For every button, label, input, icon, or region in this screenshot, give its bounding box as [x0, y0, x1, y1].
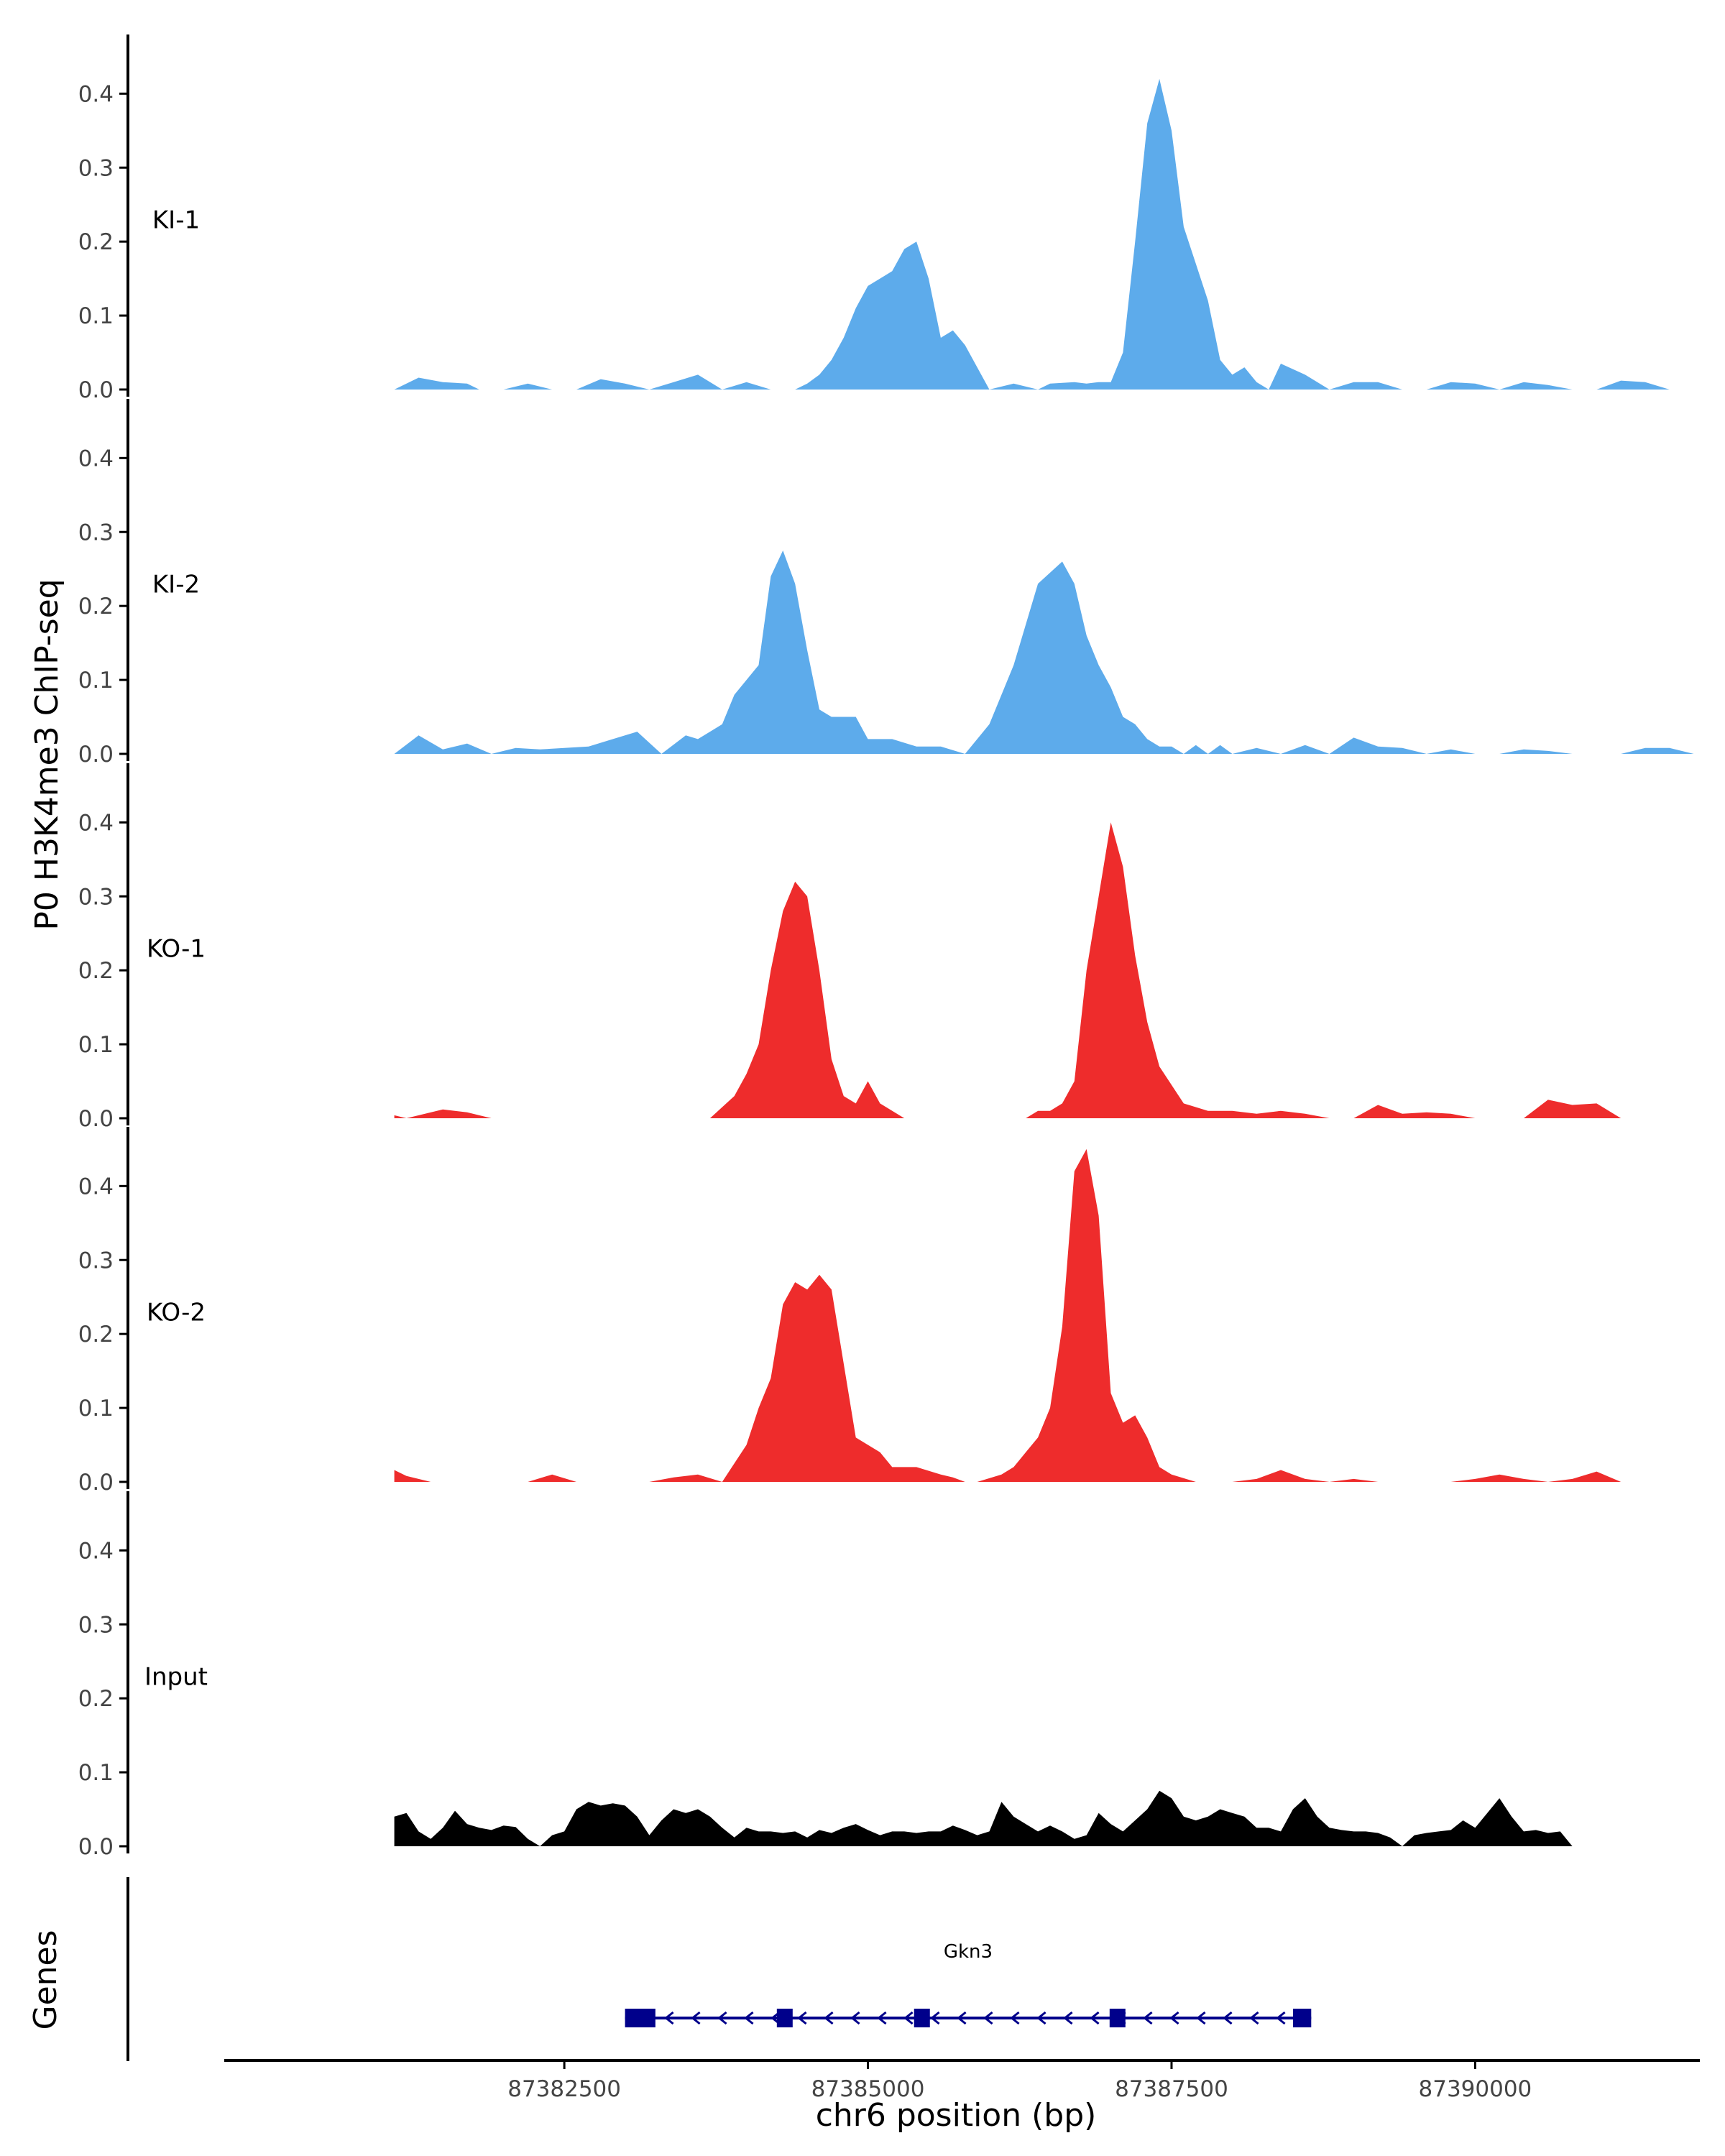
y-tick-label: 0.4	[78, 1174, 114, 1199]
y-tick-label: 0.2	[78, 1686, 114, 1712]
coverage-area-input	[395, 1791, 1694, 1846]
y-tick-label: 0.4	[78, 81, 114, 107]
y-tick-label: 0.2	[78, 229, 114, 255]
track-label-input: Input	[144, 1662, 208, 1691]
track-label-ko-2: KO-2	[147, 1298, 206, 1327]
y-tick-label: 0.2	[78, 594, 114, 619]
y-tick-label: 0.3	[78, 155, 114, 181]
y-tick-label: 0.4	[78, 446, 114, 471]
y-tick-label: 0.1	[78, 303, 114, 329]
gene-track: Gkn3	[128, 1877, 1311, 2061]
track-label-ko-1: KO-1	[147, 934, 206, 963]
y-tick-label: 0.3	[78, 1612, 114, 1638]
y-tick-label: 0.2	[78, 1322, 114, 1348]
gene-name-label: Gkn3	[944, 1941, 993, 1963]
genome-browser-figure: 0.00.10.20.30.4KI-10.00.10.20.30.4KI-20.…	[0, 0, 1725, 2156]
y-tick-label: 0.1	[78, 1760, 114, 1786]
x-axis: 87382500 87385000 87387500 87390000	[224, 2060, 1700, 2102]
coverage-area-ki-1	[395, 79, 1670, 390]
gene-exon	[777, 2009, 793, 2027]
y-tick-label: 0.0	[78, 377, 114, 403]
y-tick-label: 0.0	[78, 1106, 114, 1132]
y-tick-label: 0.3	[78, 520, 114, 545]
coverage-area-ko-1	[395, 822, 1622, 1118]
gene-exon	[1293, 2009, 1311, 2027]
track-input: 0.0 0.1 0.2 0.3 0.4 Input	[78, 1491, 1694, 1860]
track-label-ki-2: KI-2	[152, 570, 200, 599]
y-tick-label: 0.0	[78, 742, 114, 768]
x-axis-title: chr6 position (bp)	[816, 2097, 1097, 2134]
y-tick-label: 0.0	[78, 1470, 114, 1496]
y-tick-label: 0.0	[78, 1834, 114, 1860]
gene-exon	[914, 2009, 930, 2027]
y-tick-label: 0.4	[78, 1538, 114, 1564]
y-tick-label: 0.3	[78, 884, 114, 910]
track-ki-1: 0.0 0.1 0.2 0.3 0.4 KI-1	[78, 34, 1670, 403]
track-ko-1: 0.0 0.1 0.2 0.3 0.4 KO-1	[78, 763, 1622, 1132]
x-tick-label: 87382500	[507, 2076, 621, 2102]
gene-exon	[1110, 2009, 1126, 2027]
genes-axis-title: Genes	[27, 1930, 64, 2030]
track-ko-2: 0.0 0.1 0.2 0.3 0.4 KO-2	[78, 1127, 1622, 1496]
x-tick-label: 87387500	[1115, 2076, 1228, 2102]
track-ki-2: 0.0 0.1 0.2 0.3 0.4 KI-2	[78, 399, 1694, 768]
coverage-area-ko-2	[395, 1149, 1622, 1482]
y-axis-title: P0 H3K4me3 ChIP-seq	[29, 579, 65, 930]
y-tick-label: 0.1	[78, 668, 114, 694]
y-tick-label: 0.1	[78, 1396, 114, 1422]
y-tick-label: 0.4	[78, 810, 114, 836]
y-tick-label: 0.2	[78, 958, 114, 984]
coverage-area-ki-2	[395, 550, 1694, 754]
tracks-layer: 0.00.10.20.30.4KI-10.00.10.20.30.4KI-20.…	[78, 34, 1694, 1860]
x-tick-label: 87390000	[1419, 2076, 1532, 2102]
y-tick-label: 0.1	[78, 1032, 114, 1058]
gene-exon	[625, 2009, 656, 2027]
track-label-ki-1: KI-1	[152, 206, 200, 234]
y-tick-label: 0.3	[78, 1248, 114, 1273]
